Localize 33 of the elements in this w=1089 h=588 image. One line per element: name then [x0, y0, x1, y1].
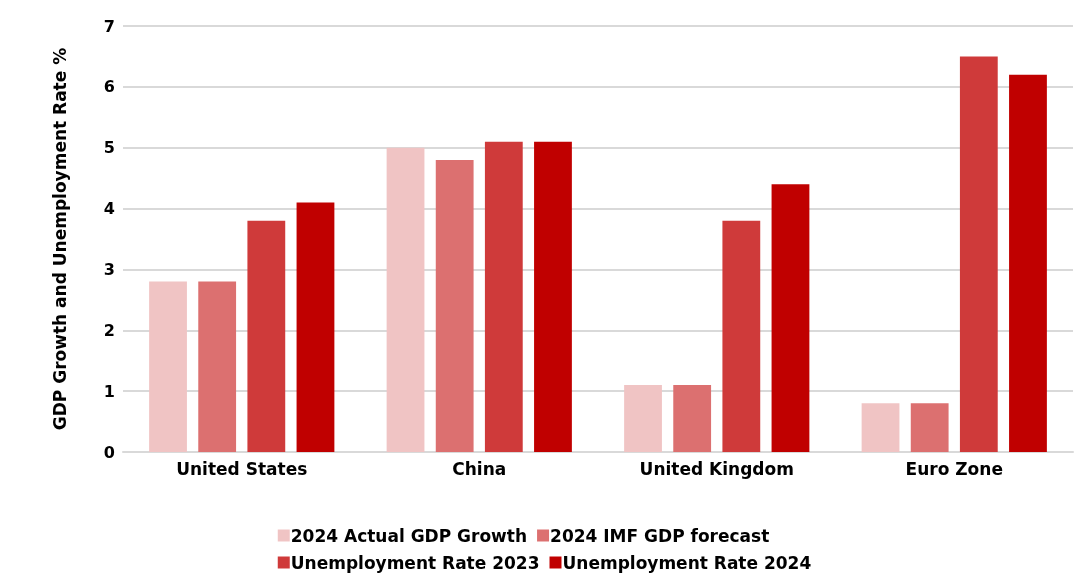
x-tick-label: United Kingdom: [639, 458, 794, 479]
y-axis-title: GDP Growth and Unemployment Rate %: [50, 47, 70, 431]
y-tick-label: 5: [103, 138, 115, 158]
y-tick-label: 3: [103, 259, 115, 279]
y-tick-label: 4: [103, 199, 115, 219]
legend-label: 2024 IMF GDP forecast: [550, 525, 770, 546]
bar: [435, 159, 474, 452]
y-tick-label: 6: [103, 77, 115, 97]
bar: [296, 202, 335, 452]
bar: [484, 141, 523, 452]
bar: [673, 385, 712, 452]
legend-label: 2024 Actual GDP Growth: [290, 525, 528, 546]
bar: [910, 403, 949, 452]
bar: [861, 403, 900, 452]
bar: [959, 56, 998, 452]
y-tick-label: 2: [103, 320, 115, 340]
bar: [247, 220, 286, 452]
y-tick-label: 1: [103, 381, 115, 401]
bar: [534, 141, 572, 452]
bar: [1009, 74, 1047, 452]
x-tick-label: United States: [176, 458, 308, 479]
x-tick-label: China: [452, 458, 507, 479]
bar: [198, 281, 237, 452]
legend-label: Unemployment Rate 2024: [562, 552, 812, 573]
x-tick-label: Euro Zone: [905, 458, 1003, 479]
y-tick-label: 0: [103, 442, 115, 462]
bar: [386, 147, 425, 452]
bar: [722, 220, 761, 452]
bar: [624, 385, 662, 452]
legend-label: Unemployment Rate 2023: [290, 552, 540, 573]
bar: [149, 281, 187, 452]
bar: [771, 184, 810, 452]
y-tick-label: 7: [103, 16, 115, 36]
